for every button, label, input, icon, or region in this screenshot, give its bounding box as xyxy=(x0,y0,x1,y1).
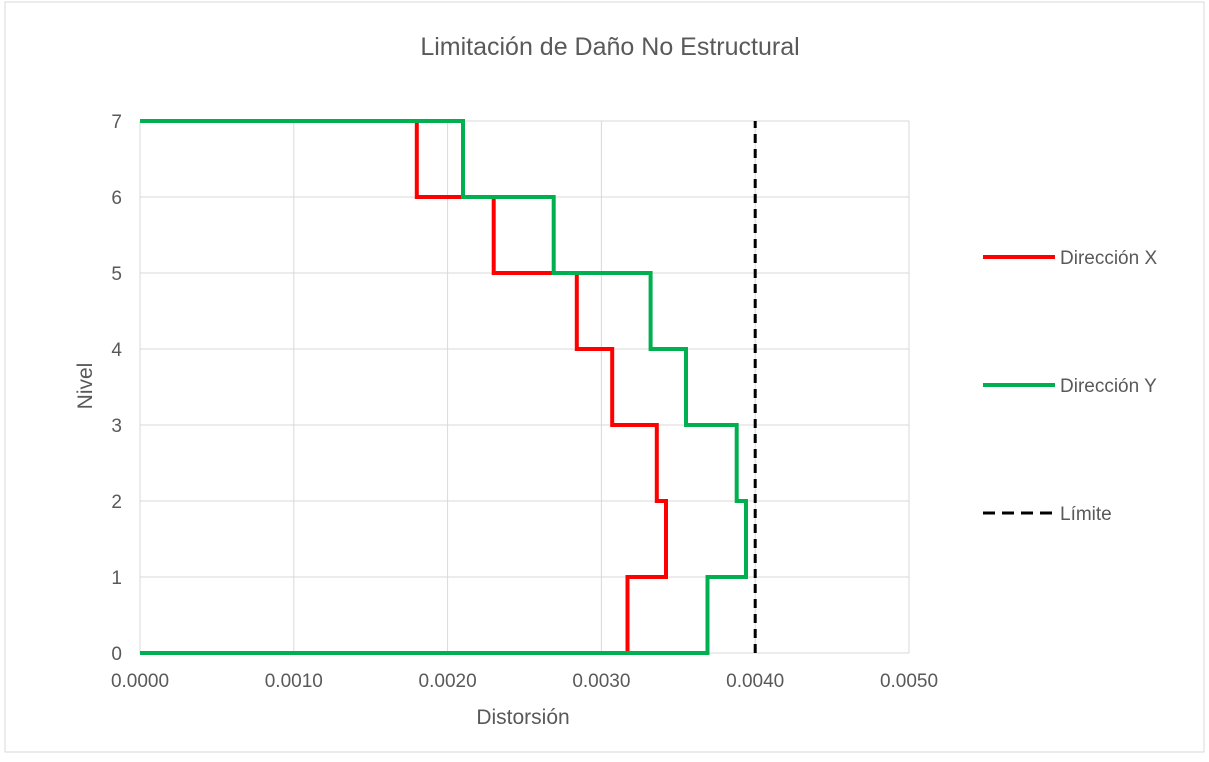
x-tick-label: 0.0050 xyxy=(880,671,938,692)
x-tick-label: 0.0000 xyxy=(111,671,169,692)
legend-label: Dirección X xyxy=(1060,248,1157,269)
x-tick-label: 0.0040 xyxy=(726,671,784,692)
chart-title: Limitación de Daño No Estructural xyxy=(420,33,799,61)
series-lines xyxy=(140,119,757,655)
series-line-direcci-n-x xyxy=(140,119,668,655)
y-tick-label: 0 xyxy=(111,644,122,665)
y-tick-label: 5 xyxy=(111,264,122,285)
chart-border xyxy=(4,1,1205,753)
x-axis-tick-labels: 0.0000 0.0010 0.0020 0.0030 0.0040 0.0050 xyxy=(111,671,938,692)
x-tick-label: 0.0020 xyxy=(419,671,477,692)
series-line-direcci-n-y xyxy=(140,119,748,655)
y-tick-label: 6 xyxy=(111,188,122,209)
y-axis-title: Nivel xyxy=(74,363,97,410)
y-tick-label: 2 xyxy=(111,492,122,513)
legend-label: Dirección Y xyxy=(1060,376,1157,397)
y-tick-label: 1 xyxy=(111,568,122,589)
y-tick-label: 7 xyxy=(111,112,122,133)
x-tick-label: 0.0010 xyxy=(265,671,323,692)
legend-label: Límite xyxy=(1060,504,1112,525)
legend: Dirección X Dirección Y Límite xyxy=(983,248,1157,525)
x-axis-title: Distorsión xyxy=(476,706,569,729)
y-tick-label: 3 xyxy=(111,416,122,437)
y-tick-label: 4 xyxy=(111,340,122,361)
x-tick-label: 0.0030 xyxy=(572,671,630,692)
y-axis-tick-labels: 0 1 2 3 4 5 6 7 xyxy=(111,112,122,665)
